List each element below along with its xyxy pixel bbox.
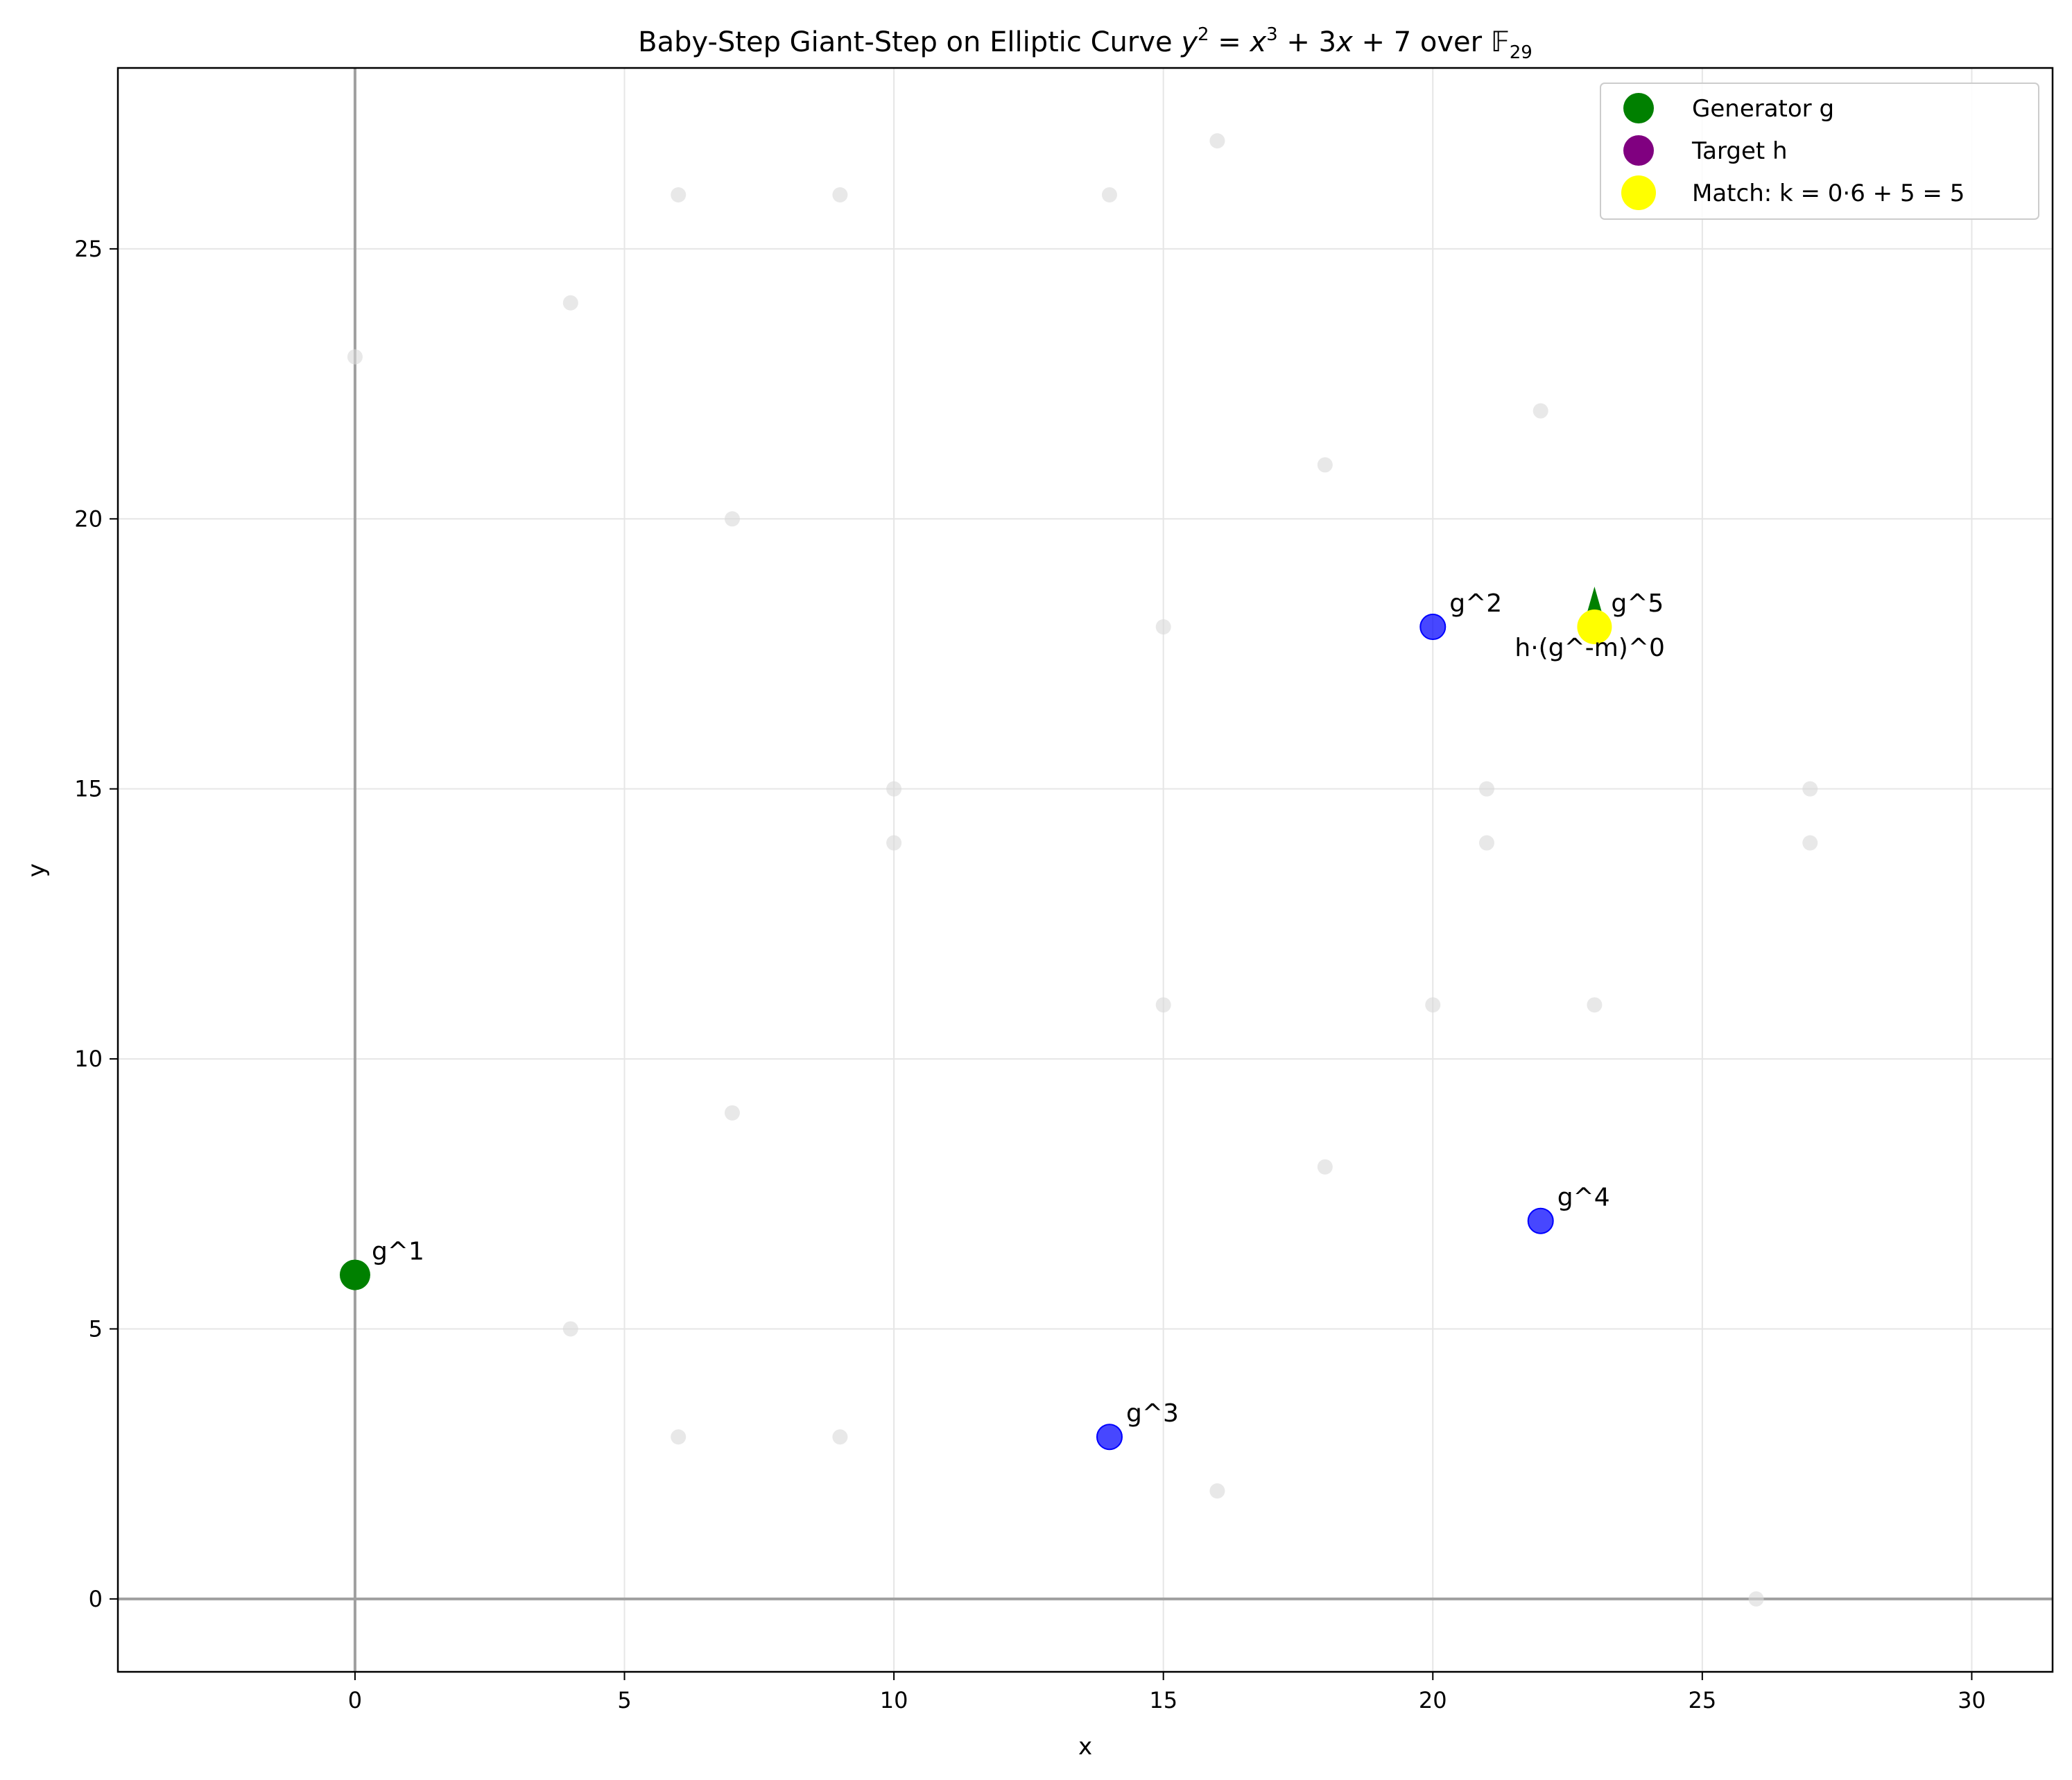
x-tick-label: 15 [1149, 1687, 1177, 1713]
curve-point [1802, 781, 1818, 797]
legend-marker-generator [1623, 93, 1654, 123]
curve-point [1101, 187, 1117, 203]
curve-point [886, 781, 902, 797]
x-tick-label: 20 [1419, 1687, 1447, 1713]
curve-point [671, 1429, 687, 1445]
curve-point [1478, 835, 1494, 851]
plot-frame [116, 67, 2054, 1673]
curve-point [562, 295, 578, 311]
x-axis-label: x [1078, 1733, 1092, 1761]
curve-point [1748, 1591, 1764, 1607]
points [339, 133, 1818, 1607]
curve-point [1209, 133, 1225, 149]
curve-point [347, 349, 363, 365]
y-axis-label: y [23, 863, 51, 877]
generator-point [339, 1259, 370, 1290]
y-tick-label: 25 [74, 236, 103, 262]
generator-label: g^1 [372, 1238, 424, 1266]
g5-label: g^5 [1611, 589, 1664, 618]
legend-label-generator: Generator g [1692, 95, 1834, 123]
x-tick-label: 30 [1958, 1687, 1986, 1713]
curve-point [832, 1429, 848, 1445]
y-tick-label: 0 [89, 1586, 103, 1612]
x-tick-label: 10 [880, 1687, 908, 1713]
curve-point [1587, 997, 1603, 1013]
annotations: g^2 g^3 g^4 g^1 g^5 h·(g^-m)^0 [372, 589, 1665, 1428]
legend-marker-target [1623, 135, 1654, 166]
y-tick-label: 15 [74, 776, 103, 802]
curve-point [1317, 457, 1333, 473]
baby-step-point [1096, 1424, 1123, 1451]
baby-step-label: g^4 [1557, 1184, 1610, 1212]
curve-point [1209, 1483, 1225, 1499]
baby-step-point [1527, 1207, 1554, 1234]
curve-point [1425, 997, 1441, 1013]
curve-point [562, 1321, 578, 1337]
curve-point [724, 511, 740, 527]
chart-title: Baby-Step Giant-Step on Elliptic Curve y… [638, 24, 1533, 63]
curve-point [832, 187, 848, 203]
legend: Generator g Target h Match: k = 0·6 + 5 … [1600, 83, 2039, 220]
legend-label-target: Target h [1691, 137, 1788, 165]
ticks: 0 5 10 15 20 25 30 0 5 10 15 20 25 [74, 236, 1986, 1713]
y-tick-label: 10 [74, 1046, 103, 1072]
baby-step-point [1419, 614, 1447, 641]
match-point [1577, 610, 1612, 645]
curve-point [1478, 781, 1494, 797]
baby-step-label: g^2 [1449, 589, 1502, 618]
x-tick-label: 5 [617, 1687, 631, 1713]
y-tick-label: 5 [89, 1315, 103, 1342]
grid [118, 68, 2053, 1672]
x-tick-label: 0 [348, 1687, 362, 1713]
curve-point [1155, 619, 1171, 635]
match-label: h·(g^-m)^0 [1514, 634, 1665, 662]
zero-lines [118, 68, 2053, 1672]
curve-point [1802, 835, 1818, 851]
curve-point [1533, 403, 1548, 419]
curve-point [886, 835, 902, 851]
legend-label-match: Match: k = 0·6 + 5 = 5 [1692, 180, 1965, 207]
curve-point [724, 1105, 740, 1121]
g5-marker [1586, 587, 1603, 616]
curve-point [1317, 1159, 1333, 1175]
curve-point [1155, 997, 1171, 1013]
legend-marker-match [1621, 175, 1656, 210]
baby-step-label: g^3 [1126, 1399, 1179, 1428]
x-tick-label: 25 [1688, 1687, 1716, 1713]
y-tick-label: 20 [74, 506, 103, 532]
legend-box [1600, 83, 2039, 220]
curve-point [671, 187, 687, 203]
